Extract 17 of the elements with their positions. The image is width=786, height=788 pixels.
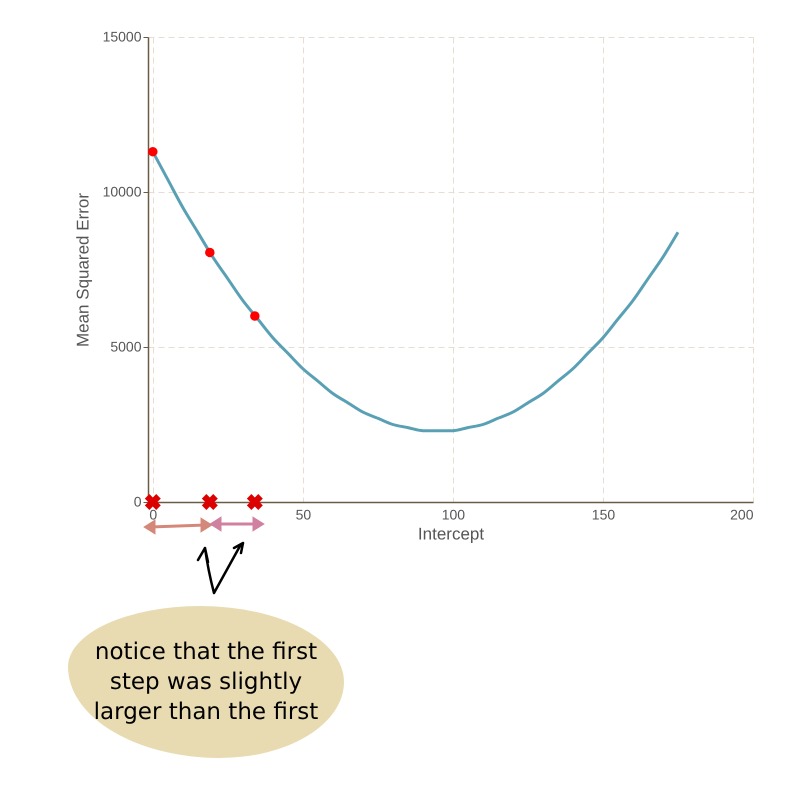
x-axis-title: Intercept: [418, 524, 484, 544]
x-tick-label: 100: [442, 506, 466, 522]
point: [148, 146, 158, 156]
y-tick-label: 10000: [102, 184, 142, 200]
y-axis-title: Mean Squared Error: [74, 192, 93, 348]
point: [202, 494, 218, 510]
point: [144, 494, 161, 510]
y-tick-label: 15000: [102, 28, 142, 44]
x-tick-label: 0: [149, 506, 158, 522]
y-tick-label: 5000: [110, 338, 142, 354]
point: [205, 248, 215, 258]
point: [250, 311, 260, 321]
x-tick-label: 150: [592, 506, 616, 522]
point: [246, 494, 263, 510]
x-tick-label: 200: [730, 506, 754, 522]
x-tick-label: 50: [296, 506, 312, 522]
y-tick-label: 0: [134, 494, 142, 510]
